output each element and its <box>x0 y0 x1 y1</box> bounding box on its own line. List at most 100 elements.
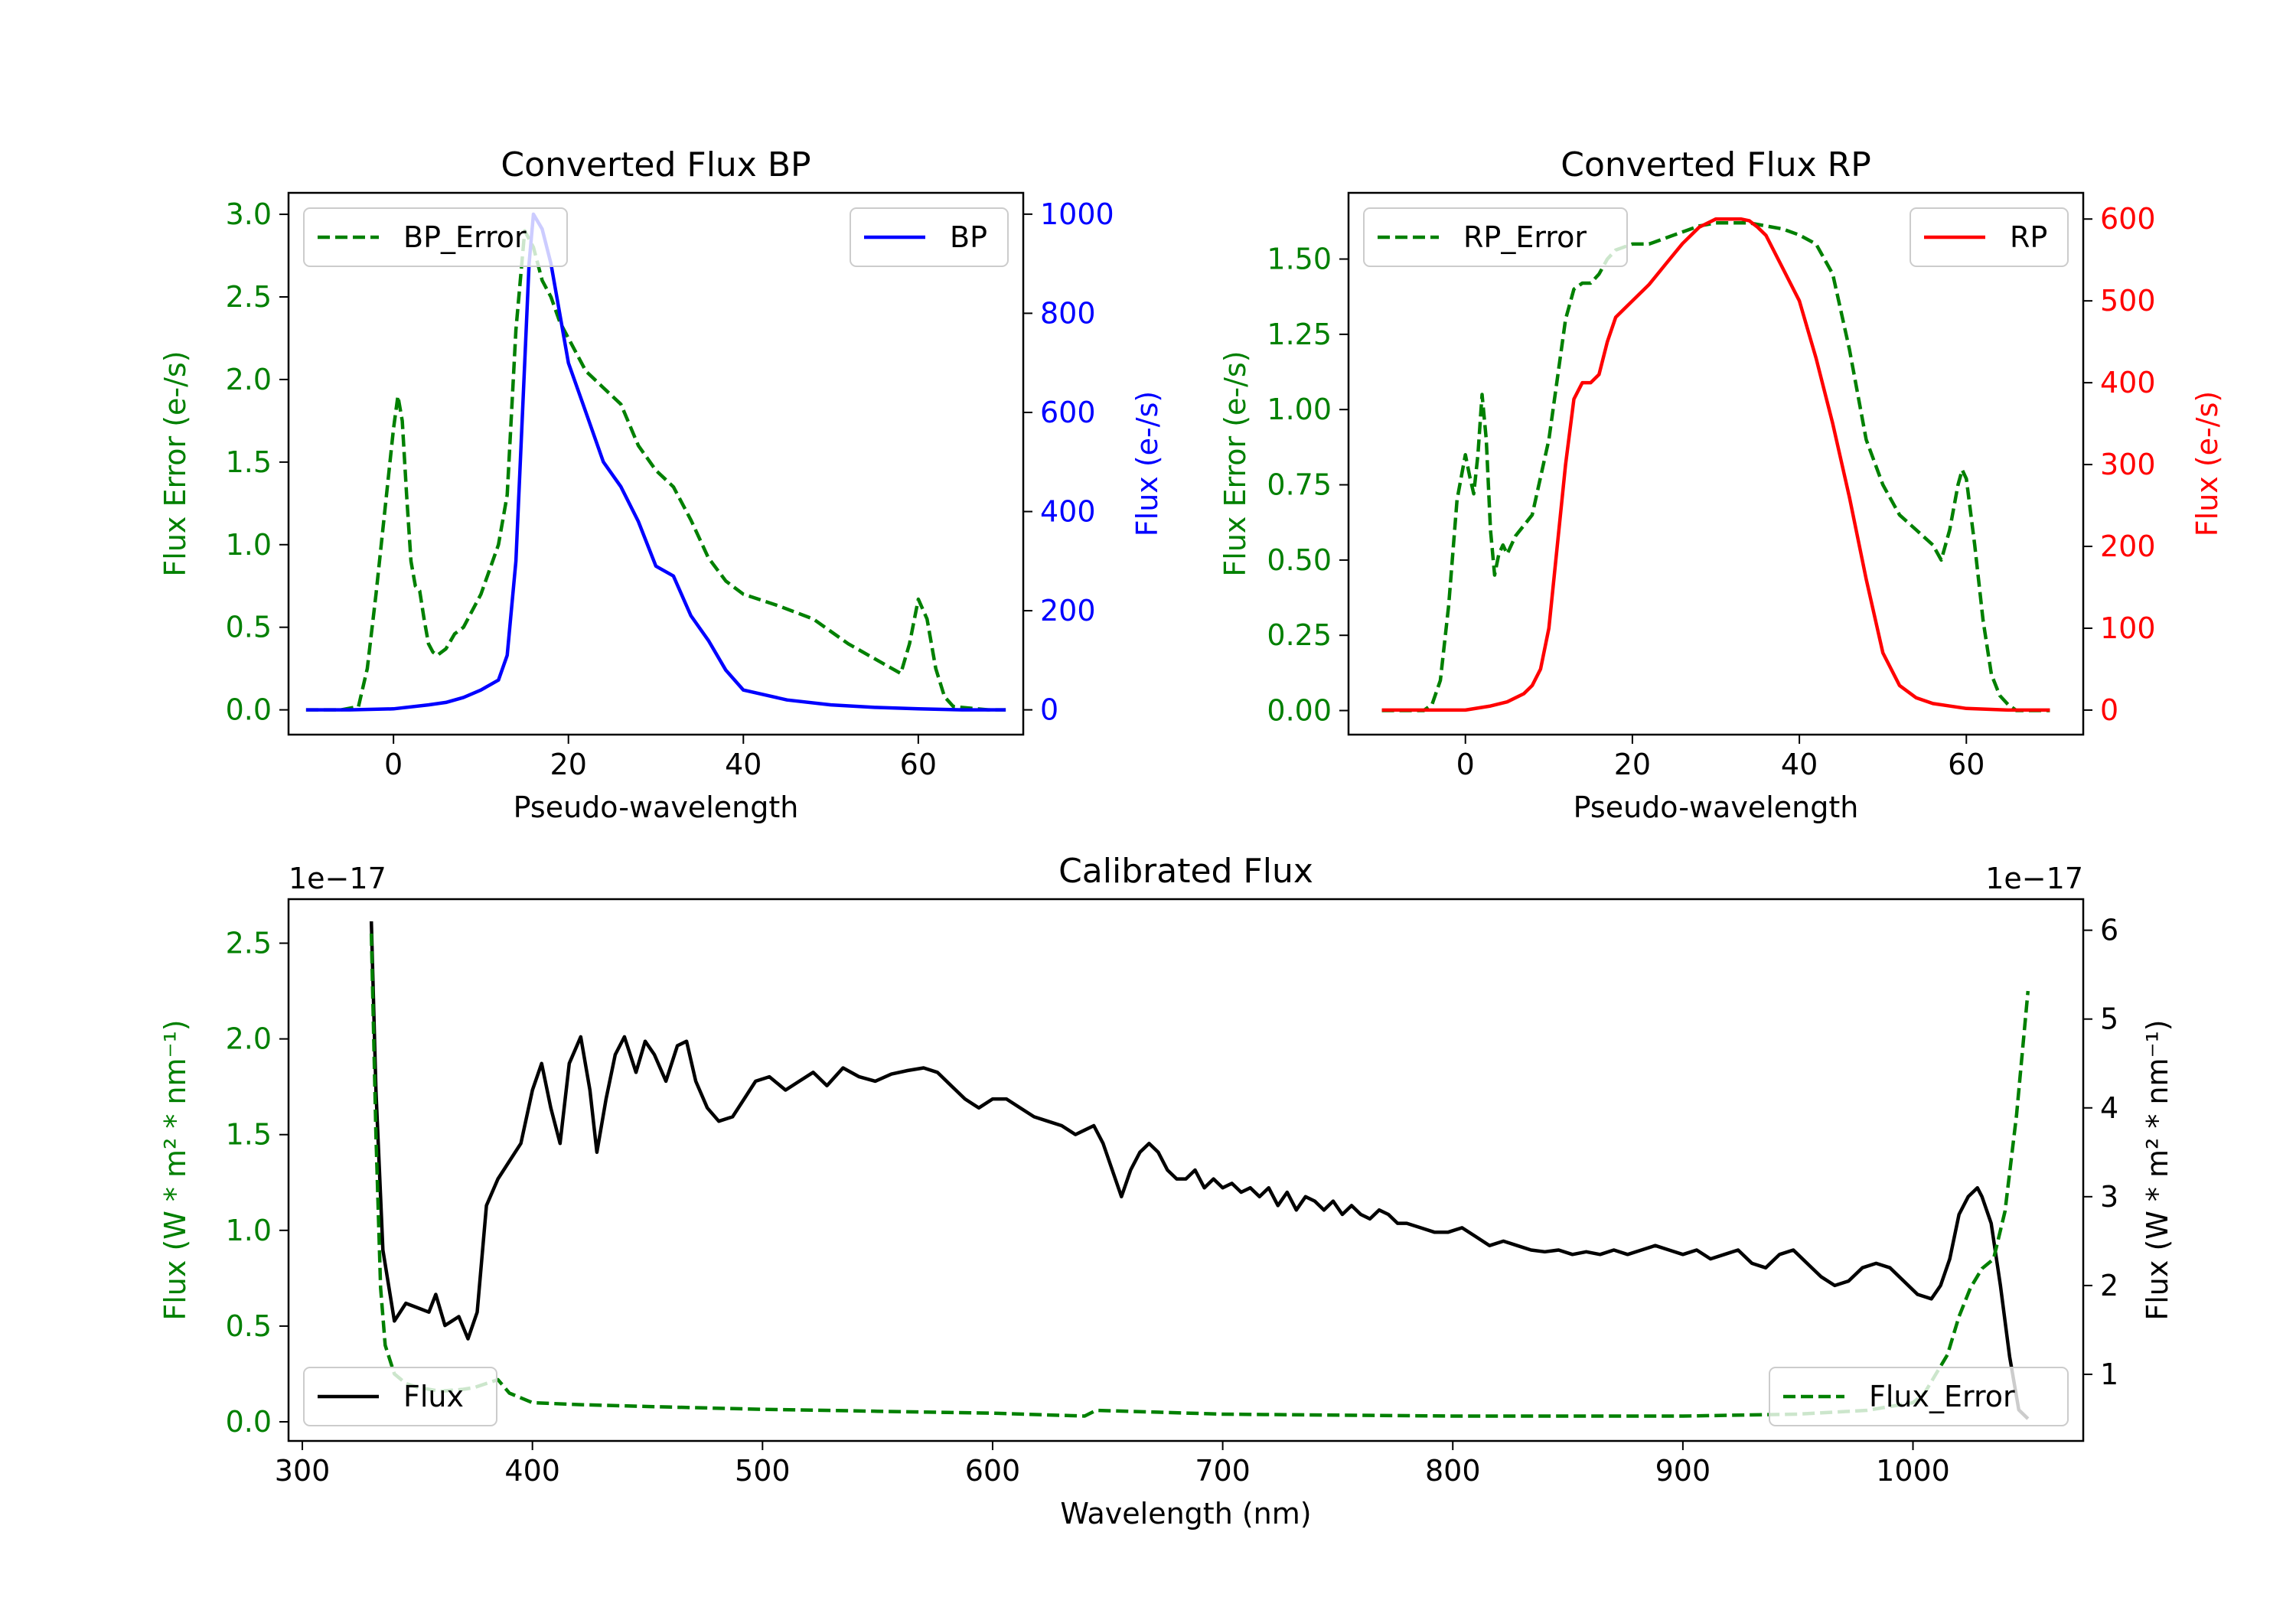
legend-bp-error: BP_Error <box>303 207 568 267</box>
series-line-rp-error <box>1381 221 2050 712</box>
x-tick-label: 0 <box>1456 748 1475 781</box>
y-left-tick-label: 3.0 <box>226 197 272 231</box>
series-line-bp <box>305 212 1006 712</box>
y-left-tick-label: 0.0 <box>226 1405 272 1439</box>
y-left-tick-label: 0.5 <box>226 611 272 644</box>
y-right-tick-label: 600 <box>2100 202 2156 236</box>
legend-box <box>1363 207 1628 267</box>
x-tick-label: 20 <box>1614 748 1651 781</box>
x-tick-label: 400 <box>504 1454 560 1488</box>
y-left-tick-label: 1.0 <box>226 1214 272 1247</box>
x-tick-label: 500 <box>735 1454 791 1488</box>
y-left-tick-label: 1.50 <box>1267 243 1332 276</box>
legend-rp: RP <box>1910 207 2069 267</box>
y-right-tick-label: 4 <box>2100 1091 2118 1125</box>
plot-frame <box>1347 191 2085 736</box>
y-left-tick-label: 2.0 <box>226 1022 272 1056</box>
x-tick-label: 40 <box>1781 748 1818 781</box>
y-left-tick-label: 0.50 <box>1267 543 1332 577</box>
series-group <box>1381 217 2050 712</box>
x-tick-label: 1000 <box>1876 1454 1950 1488</box>
plot-frame <box>287 191 1025 736</box>
y-right-tick-label: 400 <box>1040 495 1096 529</box>
legend-box <box>1910 207 2069 267</box>
y-left-tick-label: 2.5 <box>226 280 272 314</box>
y-right-tick-label: 100 <box>2100 611 2156 645</box>
y-right-axis-label: Flux (W * m² * nm⁻¹) <box>2141 1019 2174 1320</box>
series-line-flux <box>369 921 2030 1420</box>
x-axis-label: Pseudo-wavelength <box>514 790 799 824</box>
y-left-tick-label: 0.75 <box>1267 468 1332 502</box>
legend-box <box>850 207 1009 267</box>
legend-flux: Flux <box>303 1367 497 1426</box>
offset-label-left: 1e−17 <box>289 862 386 895</box>
legend-label: RP <box>2010 220 2047 254</box>
legend-label: Flux_Error <box>1869 1380 2015 1413</box>
y-right-axis-label: Flux (e-/s) <box>1130 391 1164 536</box>
y-right-tick-label: 2 <box>2100 1269 2118 1302</box>
y-left-tick-label: 1.25 <box>1267 318 1332 351</box>
legend-bp: BP <box>850 207 1009 267</box>
chart-1: Converted Flux BP 0 20 40 60 0.0 0.5 1.0 1.5 2.0 2… <box>158 145 1164 824</box>
y-right-tick-label: 0 <box>2100 693 2118 727</box>
y-right-tick-label: 600 <box>1040 396 1096 429</box>
x-tick-label: 60 <box>1948 748 1985 781</box>
y-right-tick-label: 400 <box>2100 366 2156 399</box>
y-left-axis-label: Flux (W * m² * nm⁻¹) <box>158 1019 192 1320</box>
legend-label: BP <box>950 220 987 254</box>
x-tick-label: 900 <box>1655 1454 1711 1488</box>
y-left-tick-label: 2.0 <box>226 363 272 396</box>
legend-flux-error: Flux_Error <box>1769 1367 2069 1426</box>
legend-label: Flux <box>403 1380 464 1413</box>
y-right-tick-label: 1 <box>2100 1358 2118 1391</box>
chart-3: Calibrated Flux 300 400 500 600 700 800 900 1000… <box>158 852 2174 1530</box>
x-tick-label: 800 <box>1425 1454 1481 1488</box>
y-right-tick-label: 300 <box>2100 448 2156 481</box>
legend-box <box>303 1367 497 1426</box>
legend-label: BP_Error <box>403 220 527 254</box>
y-right-tick-label: 1000 <box>1040 197 1114 231</box>
charts-container: Converted Flux BP0 20 40 600.00.51.01.52.02… <box>158 145 2224 1530</box>
y-left-tick-label: 1.0 <box>226 528 272 562</box>
y-right-tick-label: 500 <box>2100 284 2156 318</box>
y-right-tick-label: 200 <box>1040 594 1096 627</box>
y-right-tick-label: 800 <box>1040 296 1096 330</box>
x-tick-label: 40 <box>725 748 762 781</box>
y-left-tick-label: 0.25 <box>1267 618 1332 652</box>
y-right-tick-label: 3 <box>2100 1180 2118 1214</box>
legend-rp-error: RP_Error <box>1363 207 1628 267</box>
x-tick-label: 300 <box>275 1454 331 1488</box>
y-left-tick-label: 0.00 <box>1267 694 1332 728</box>
y-left-tick-label: 0.5 <box>226 1309 272 1343</box>
y-left-tick-label: 2.5 <box>226 927 272 960</box>
chart-title: Calibrated Flux <box>1058 852 1313 891</box>
x-tick-label: 20 <box>550 748 587 781</box>
plot-frame <box>287 898 2085 1442</box>
y-left-axis-label: Flux Error (e-/s) <box>1218 350 1252 576</box>
chart-2: Converted Flux RP 0 20 40 60 0.00 0.25 0.50 0.75… <box>1218 145 2224 824</box>
chart-title: Converted Flux RP <box>1561 145 1871 184</box>
y-left-tick-label: 1.5 <box>226 1118 272 1152</box>
legend-label: RP_Error <box>1463 220 1587 254</box>
y-right-tick-label: 0 <box>1040 693 1058 727</box>
legend-box <box>1769 1367 2069 1426</box>
y-right-axis-label: Flux (e-/s) <box>2190 391 2224 536</box>
y-left-tick-label: 0.0 <box>226 693 272 727</box>
offset-label-right: 1e−17 <box>1985 862 2083 895</box>
x-tick-label: 0 <box>384 748 403 781</box>
x-axis-label: Wavelength (nm) <box>1060 1497 1311 1530</box>
y-right-tick-label: 6 <box>2100 914 2118 947</box>
x-axis-label: Pseudo-wavelength <box>1574 790 1859 824</box>
chart-title: Converted Flux BP <box>501 145 810 184</box>
legend-box <box>303 207 568 267</box>
series-line-rp <box>1381 217 2050 712</box>
y-left-axis-label: Flux Error (e-/s) <box>158 350 192 576</box>
x-tick-label: 700 <box>1195 1454 1251 1488</box>
y-right-tick-label: 200 <box>2100 530 2156 563</box>
y-left-tick-label: 1.00 <box>1267 393 1332 426</box>
x-tick-label: 600 <box>965 1454 1021 1488</box>
y-left-tick-label: 1.5 <box>226 445 272 479</box>
y-right-tick-label: 5 <box>2100 1002 2118 1036</box>
